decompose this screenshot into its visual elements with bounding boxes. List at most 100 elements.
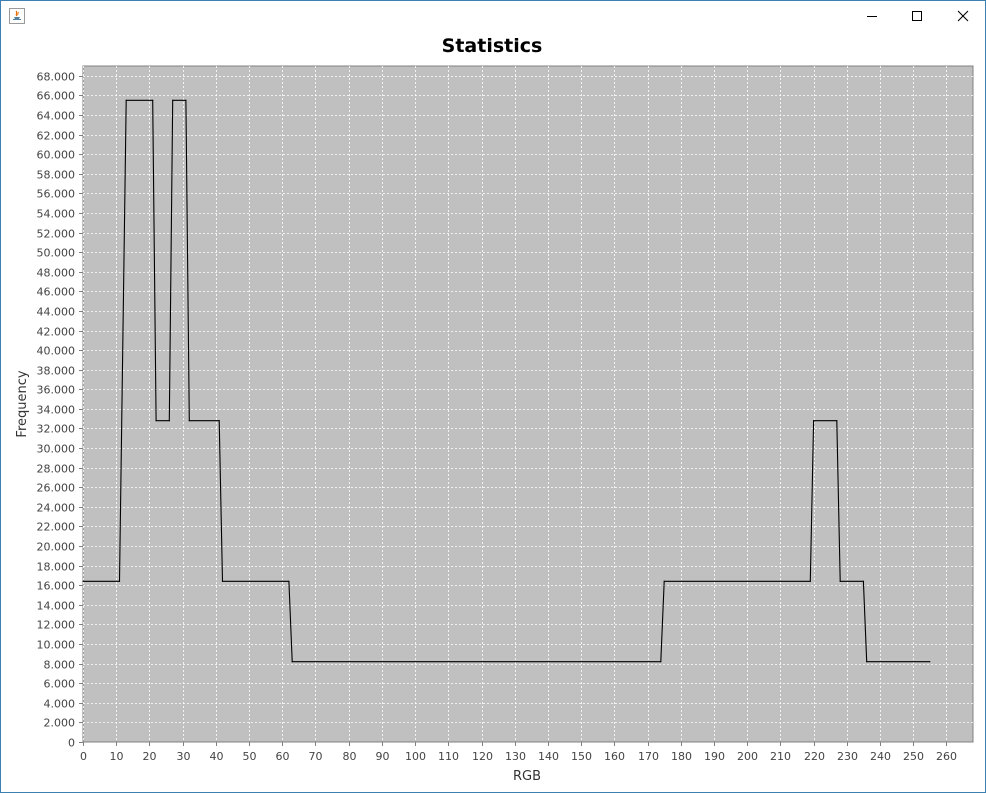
y-tick-label: 32.000 (37, 423, 76, 436)
y-tick-label: 66.000 (37, 90, 76, 103)
x-tick-label: 220 (804, 750, 825, 763)
y-tick-label: 6.000 (44, 678, 76, 691)
data-point (218, 420, 220, 422)
x-tick-label: 200 (737, 750, 758, 763)
series-line (83, 99, 930, 663)
x-tick-label: 180 (671, 750, 692, 763)
y-tick-label: 64.000 (37, 110, 76, 123)
y-axis-ticks: 0 2.000 4.000 6.000 8.000 10.000 12.000 14.000 1… (37, 71, 83, 750)
x-tick-label: 170 (638, 750, 659, 763)
y-tick-label: 46.000 (37, 286, 76, 299)
y-tick-label: 48.000 (37, 267, 76, 280)
x-tick-label: 210 (770, 750, 791, 763)
data-point (663, 580, 665, 582)
x-tick-label: 60 (276, 750, 290, 763)
y-tick-label: 30.000 (37, 443, 76, 456)
data-point (188, 420, 190, 422)
y-tick-label: 22.000 (37, 521, 76, 534)
y-tick-label: 42.000 (37, 326, 76, 339)
y-tick-label: 8.000 (44, 659, 76, 672)
y-tick-label: 58.000 (37, 169, 76, 182)
y-tick-label: 24.000 (37, 502, 76, 515)
y-tick-label: 0 (68, 737, 75, 750)
x-tick-label: 130 (505, 750, 526, 763)
y-tick-label: 56.000 (37, 188, 76, 201)
x-tick-label: 70 (309, 750, 323, 763)
y-tick-label: 52.000 (37, 228, 76, 241)
x-tick-label: 260 (936, 750, 957, 763)
java-app-icon (9, 8, 25, 24)
data-point (660, 661, 662, 663)
series-group (82, 99, 931, 663)
x-gridlines (83, 66, 947, 742)
x-tick-label: 100 (405, 750, 426, 763)
y-axis-label: Frequency (15, 370, 30, 437)
x-tick-label: 10 (110, 750, 124, 763)
data-point (82, 580, 84, 582)
x-tick-label: 120 (472, 750, 493, 763)
close-button[interactable] (940, 1, 986, 31)
x-tick-label: 80 (343, 750, 357, 763)
y-tick-label: 2.000 (44, 717, 76, 730)
y-tick-label: 26.000 (37, 482, 76, 495)
data-point (155, 420, 157, 422)
x-tick-label: 40 (210, 750, 224, 763)
data-point (288, 580, 290, 582)
data-point (809, 580, 811, 582)
y-tick-label: 10.000 (37, 639, 76, 652)
x-tick-label: 90 (376, 750, 390, 763)
data-point (929, 661, 931, 663)
y-tick-label: 16.000 (37, 580, 76, 593)
y-tick-label: 18.000 (37, 561, 76, 574)
data-point (172, 99, 174, 101)
y-tick-label: 44.000 (37, 306, 76, 319)
y-tick-label: 4.000 (44, 698, 76, 711)
minimize-icon (867, 16, 877, 17)
x-tick-label: 150 (571, 750, 592, 763)
chart-title: Statistics (442, 35, 543, 57)
close-icon (957, 10, 969, 22)
title-bar[interactable] (1, 1, 985, 31)
data-point (813, 420, 815, 422)
data-point (836, 420, 838, 422)
data-point (866, 661, 868, 663)
y-tick-label: 28.000 (37, 463, 76, 476)
x-tick-label: 230 (837, 750, 858, 763)
x-tick-label: 110 (438, 750, 459, 763)
y-tick-label: 20.000 (37, 541, 76, 554)
x-tick-label: 190 (704, 750, 725, 763)
maximize-button[interactable] (894, 1, 940, 31)
x-axis-ticks: 0 10 20 30 40 50 60 70 80 90 100 110 120 130 140 150 160… (80, 742, 957, 763)
x-tick-label: 20 (143, 750, 157, 763)
maximize-icon (912, 11, 922, 21)
data-point (125, 99, 127, 101)
minimize-button[interactable] (849, 1, 895, 31)
y-tick-label: 54.000 (37, 208, 76, 221)
data-point (862, 580, 865, 582)
data-point (291, 661, 293, 663)
x-tick-label: 140 (538, 750, 559, 763)
plot-area (82, 65, 974, 743)
x-tick-label: 160 (604, 750, 625, 763)
x-tick-label: 250 (903, 750, 924, 763)
y-tick-label: 36.000 (37, 384, 76, 397)
y-tick-label: 14.000 (37, 600, 76, 613)
x-tick-label: 0 (80, 750, 87, 763)
x-tick-label: 50 (243, 750, 257, 763)
y-tick-label: 12.000 (37, 619, 76, 632)
x-axis-label: RGB (513, 769, 541, 784)
x-tick-label: 240 (870, 750, 891, 763)
y-tick-label: 60.000 (37, 149, 76, 162)
y-tick-label: 38.000 (37, 365, 76, 378)
y-tick-label: 40.000 (37, 345, 76, 358)
y-gridlines (83, 76, 973, 723)
data-point (185, 99, 187, 101)
y-tick-label: 62.000 (37, 130, 76, 143)
data-point (152, 99, 154, 101)
y-tick-label: 34.000 (37, 404, 76, 417)
data-point (221, 580, 224, 582)
x-tick-label: 30 (177, 750, 191, 763)
y-tick-label: 50.000 (37, 247, 76, 260)
data-point (118, 580, 121, 582)
